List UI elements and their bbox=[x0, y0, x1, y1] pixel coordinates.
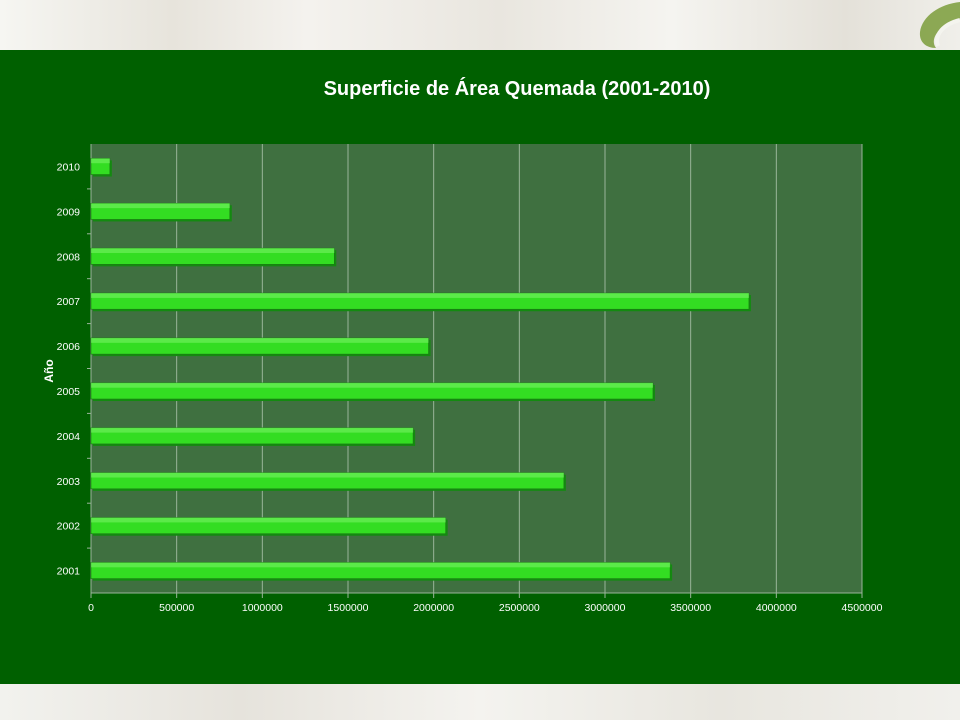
bar-highlight bbox=[91, 293, 749, 298]
bar-highlight bbox=[91, 517, 446, 523]
x-tick-label: 3000000 bbox=[585, 602, 626, 614]
x-tick-label: 2500000 bbox=[499, 602, 540, 614]
bar-highlight bbox=[91, 472, 564, 478]
y-tick-label: 2006 bbox=[57, 341, 81, 353]
y-tick-label: 2004 bbox=[57, 431, 81, 443]
bar-highlight bbox=[91, 158, 110, 164]
x-tick-labels: 0 500000 1000000 1500000 2000000 2500000 30000… bbox=[88, 602, 883, 614]
bar-highlight bbox=[91, 203, 230, 209]
x-tick-label: 1500000 bbox=[328, 602, 369, 614]
x-tick-label: 1000000 bbox=[242, 602, 283, 614]
x-tick-label: 2000000 bbox=[413, 602, 454, 614]
leaf-logo-icon bbox=[919, 2, 960, 48]
y-tick-label: 2008 bbox=[57, 251, 81, 263]
x-tick-label: 500000 bbox=[159, 602, 194, 614]
y-tick-label: 2009 bbox=[57, 206, 81, 218]
x-tick-label: 4000000 bbox=[756, 602, 797, 614]
x-tick-label: 4500000 bbox=[842, 602, 883, 614]
y-tick-label: 2002 bbox=[57, 521, 81, 533]
y-axis-label: Año bbox=[42, 359, 56, 382]
bar-highlight bbox=[91, 427, 414, 433]
bar-highlight bbox=[91, 248, 335, 254]
bar-highlight bbox=[91, 562, 671, 568]
y-tick-label: 2005 bbox=[57, 386, 81, 398]
bottom-decorative-band bbox=[0, 684, 960, 720]
bars bbox=[90, 158, 751, 581]
x-tick-label: 0 bbox=[88, 602, 94, 614]
bar-chart: Superficie de Área Quemada (2001-2010) 2… bbox=[42, 77, 883, 614]
x-tick-label: 3500000 bbox=[670, 602, 711, 614]
chart-title: Superficie de Área Quemada (2001-2010) bbox=[324, 77, 711, 100]
y-tick-label: 2010 bbox=[57, 161, 81, 173]
y-tick-label: 2003 bbox=[57, 476, 81, 488]
chart-slide: Superficie de Área Quemada (2001-2010) 2… bbox=[0, 50, 960, 684]
top-decorative-band bbox=[0, 0, 960, 50]
y-tick-labels: 2001 2002 2003 2004 2005 2006 2007 2008 2009 2010 bbox=[57, 161, 81, 577]
bar-highlight bbox=[91, 337, 429, 343]
y-tick-label: 2001 bbox=[57, 566, 81, 578]
bar-highlight bbox=[91, 382, 653, 388]
y-tick-label: 2007 bbox=[57, 296, 81, 308]
